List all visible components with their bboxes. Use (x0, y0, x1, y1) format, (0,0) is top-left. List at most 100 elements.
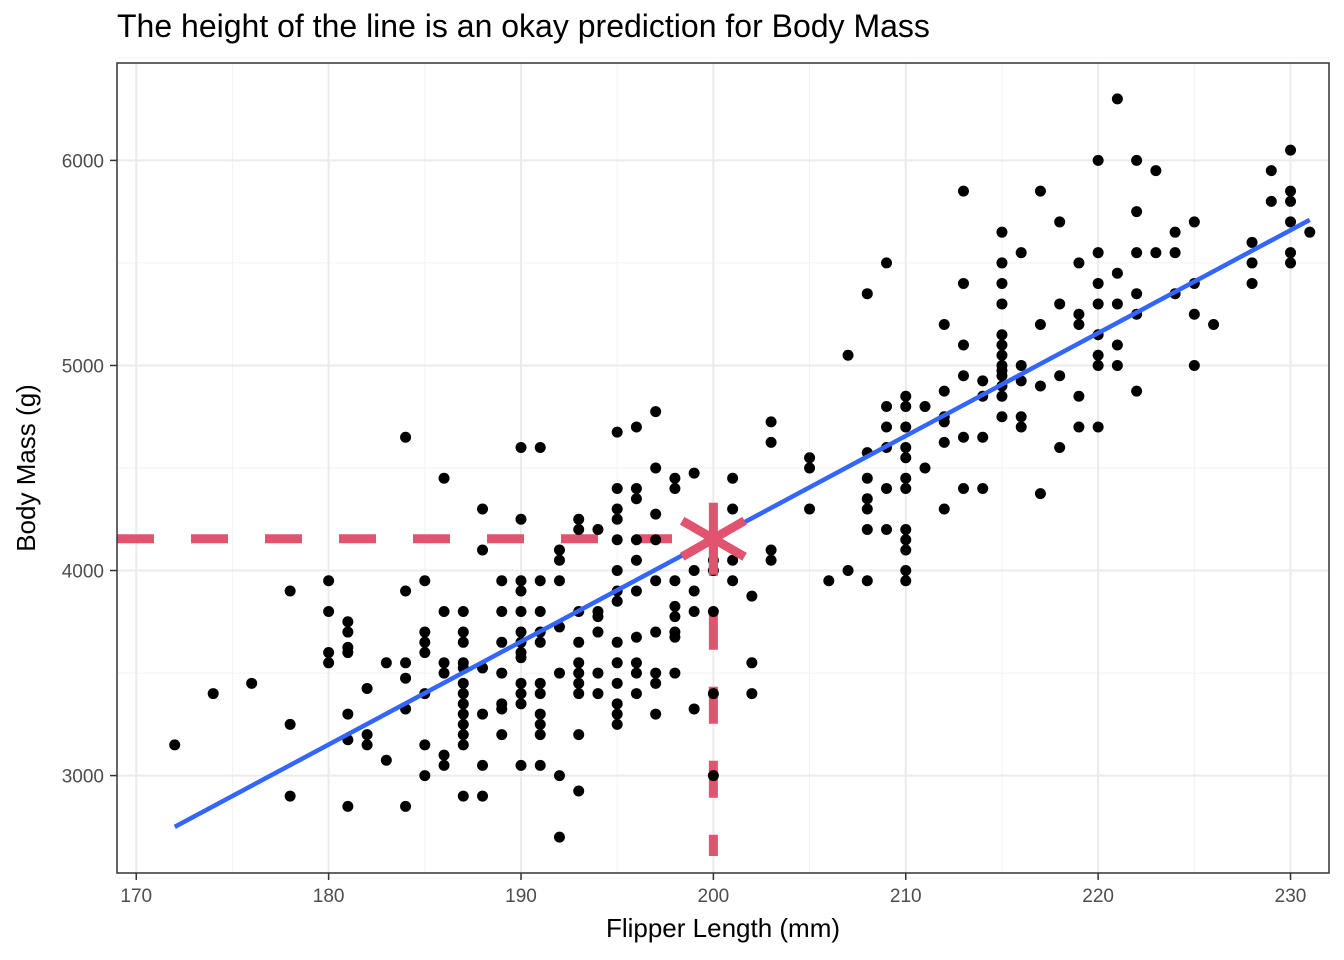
data-point (900, 421, 912, 433)
data-point (996, 411, 1008, 423)
y-tick-label: 4000 (62, 562, 104, 583)
data-point (534, 636, 546, 648)
data-point (515, 759, 527, 771)
data-point (1092, 154, 1104, 166)
data-point (400, 585, 412, 597)
data-point (457, 688, 469, 700)
data-point (573, 688, 585, 700)
data-point (1111, 267, 1123, 279)
data-point (573, 636, 585, 648)
data-point (438, 657, 450, 669)
data-point (1073, 318, 1085, 330)
data-point (650, 534, 662, 546)
data-point (496, 667, 508, 679)
data-point (630, 493, 642, 505)
data-point (919, 462, 931, 474)
data-point (1111, 93, 1123, 105)
data-point (938, 503, 950, 515)
data-point (457, 739, 469, 751)
data-point (342, 708, 354, 720)
panel-border (116, 62, 1330, 874)
data-point (573, 677, 585, 689)
y-axis-title: Body Mass (g) (11, 384, 41, 552)
data-point (688, 703, 700, 715)
data-point (1054, 298, 1066, 310)
data-point (630, 688, 642, 700)
data-point (515, 688, 527, 700)
data-point (573, 785, 585, 797)
data-point (957, 339, 969, 351)
data-point (938, 385, 950, 397)
data-point (1073, 421, 1085, 433)
data-point (765, 436, 777, 448)
data-point (592, 611, 604, 623)
data-point (496, 636, 508, 648)
data-point (284, 718, 296, 730)
data-point (323, 606, 335, 618)
data-point (900, 483, 912, 495)
data-point (957, 277, 969, 289)
data-point (746, 657, 758, 669)
data-point (611, 534, 623, 546)
data-point (630, 667, 642, 679)
data-point (1015, 359, 1027, 371)
data-point (534, 708, 546, 720)
data-point (1265, 165, 1277, 177)
data-point (669, 631, 681, 643)
data-point (534, 606, 546, 618)
data-point (515, 698, 527, 710)
data-point (1285, 257, 1297, 269)
data-point (1054, 370, 1066, 382)
data-point (457, 677, 469, 689)
data-point (611, 595, 623, 607)
data-point (1131, 288, 1143, 300)
data-point (1285, 247, 1297, 259)
data-point (496, 729, 508, 741)
data-point (534, 729, 546, 741)
data-point (669, 575, 681, 587)
data-point (592, 626, 604, 638)
x-tick-label: 220 (1082, 886, 1114, 907)
data-point (1285, 144, 1297, 156)
data-point (1285, 216, 1297, 228)
data-point (515, 575, 527, 587)
data-point (611, 718, 623, 730)
data-point (1034, 185, 1046, 197)
data-point (861, 288, 873, 300)
data-point (1131, 206, 1143, 218)
data-point (630, 657, 642, 669)
data-point (650, 406, 662, 418)
data-point (688, 565, 700, 577)
data-point (861, 524, 873, 536)
data-point (938, 436, 950, 448)
data-point (1054, 216, 1066, 228)
grid-lines (117, 57, 1329, 879)
x-tick-label: 210 (890, 886, 922, 907)
data-point (669, 472, 681, 484)
data-point (400, 800, 412, 812)
data-point (611, 708, 623, 720)
data-point (361, 739, 373, 751)
data-point (342, 616, 354, 628)
data-point (515, 677, 527, 689)
data-point (419, 575, 431, 587)
data-point (573, 513, 585, 525)
data-point (611, 657, 623, 669)
data-point (1285, 195, 1297, 207)
data-point (765, 416, 777, 428)
data-point (996, 226, 1008, 238)
data-point (823, 575, 835, 587)
data-point (323, 575, 335, 587)
data-point (881, 524, 893, 536)
data-point (630, 534, 642, 546)
data-point (707, 688, 719, 700)
data-point (881, 257, 893, 269)
data-point (977, 375, 989, 387)
data-point (1092, 421, 1104, 433)
data-point (419, 626, 431, 638)
data-point (650, 667, 662, 679)
data-point (900, 524, 912, 536)
data-point (1073, 257, 1085, 269)
data-point (419, 647, 431, 659)
data-point (1092, 298, 1104, 310)
